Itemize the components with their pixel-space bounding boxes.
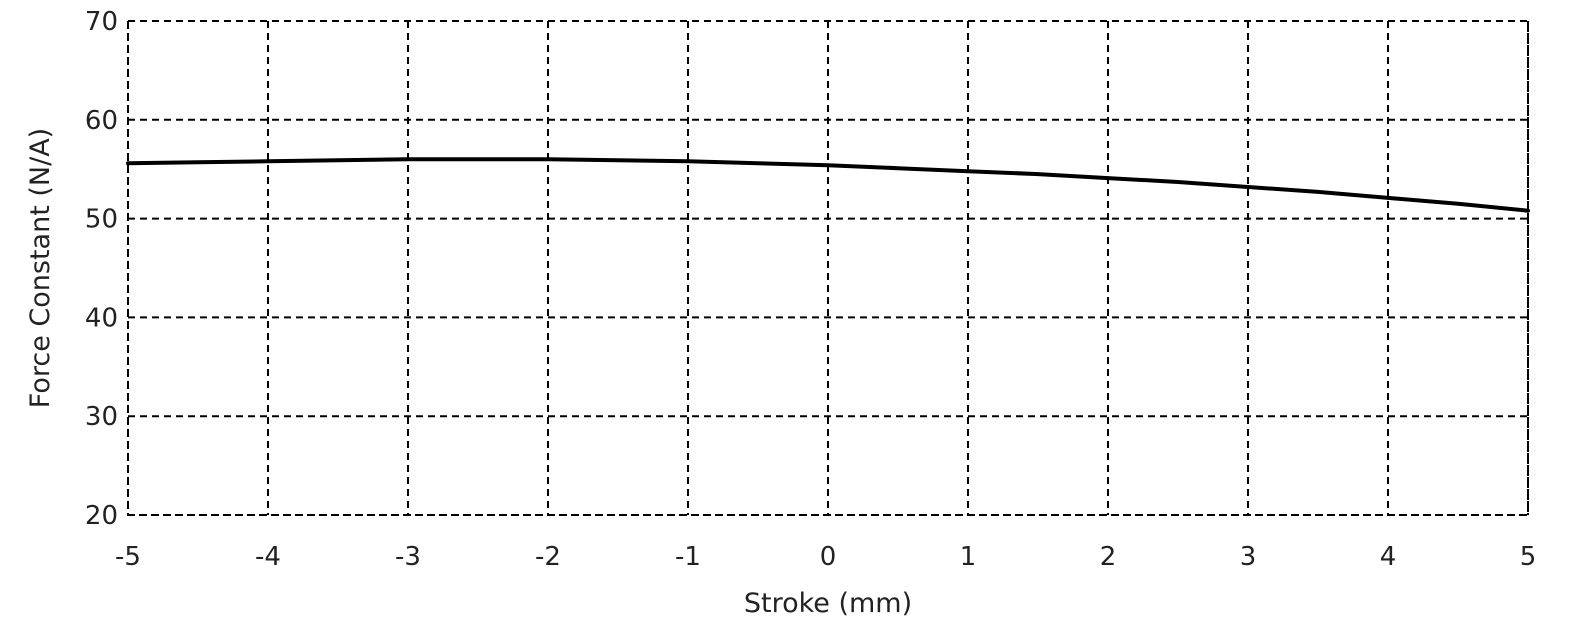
x-axis-title: Stroke (mm) [744, 588, 912, 619]
y-tick-label: 70 [85, 7, 118, 37]
x-tick-label: 0 [820, 542, 837, 572]
x-tick-label: -2 [535, 542, 561, 572]
x-tick-label: 5 [1520, 542, 1537, 572]
x-tick-label: -4 [255, 542, 281, 572]
x-tick-label: 2 [1100, 542, 1117, 572]
x-tick-label: -3 [395, 542, 421, 572]
x-tick-label: 4 [1380, 542, 1397, 572]
x-tick-label: 3 [1240, 542, 1257, 572]
x-tick-label: -1 [675, 542, 701, 572]
series-line [126, 157, 1530, 213]
y-tick-label: 20 [85, 501, 118, 531]
y-axis-title: Force Constant (N/A) [25, 128, 56, 408]
y-tick-label: 40 [85, 303, 118, 333]
x-tick-labels: -5 -4 -3 -2 -1 0 1 2 3 4 5 [115, 542, 1536, 572]
series-group [126, 157, 1530, 213]
y-tick-label: 50 [85, 205, 118, 235]
y-tick-labels: 20 30 40 50 60 70 [85, 7, 118, 531]
x-tick-label: -5 [115, 542, 141, 572]
x-tick-label: 1 [960, 542, 977, 572]
plot-frame [127, 20, 1529, 516]
y-tick-label: 60 [85, 106, 118, 136]
y-tick-label: 30 [85, 402, 118, 432]
